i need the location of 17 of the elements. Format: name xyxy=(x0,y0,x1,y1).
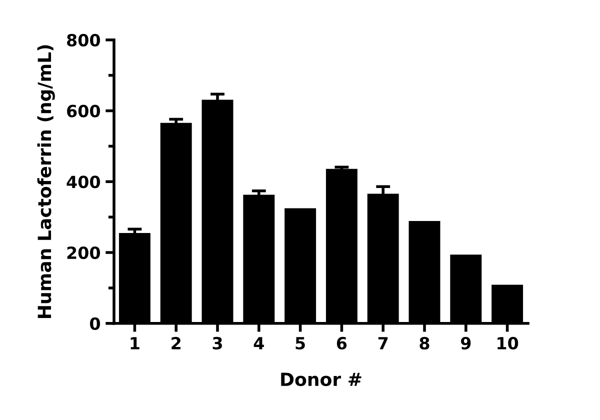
x-tick-label: 6 xyxy=(336,336,347,350)
x-tick-label: 3 xyxy=(212,336,222,350)
y-tick-label: 600 xyxy=(67,104,100,118)
x-tick-label: 9 xyxy=(460,336,471,350)
x-tick-label: 10 xyxy=(498,336,518,350)
x-tick-label: 8 xyxy=(420,336,430,350)
x-tick-label: 4 xyxy=(254,337,264,350)
x-tick-label: 2 xyxy=(172,336,180,350)
y-tick-label: 400 xyxy=(66,176,100,188)
y-axis-title: Human Lactoferrin (ng/mL) xyxy=(37,45,55,318)
x-tick-label: 5 xyxy=(296,337,305,350)
y-tick-label: 0 xyxy=(90,317,100,330)
y-tick-label: 800 xyxy=(67,34,100,46)
x-tick-label: 1 xyxy=(130,337,140,350)
x-tick-label: 7 xyxy=(378,337,388,350)
x-axis-title: Donor # xyxy=(281,372,362,386)
y-tick-label: 200 xyxy=(67,246,100,260)
